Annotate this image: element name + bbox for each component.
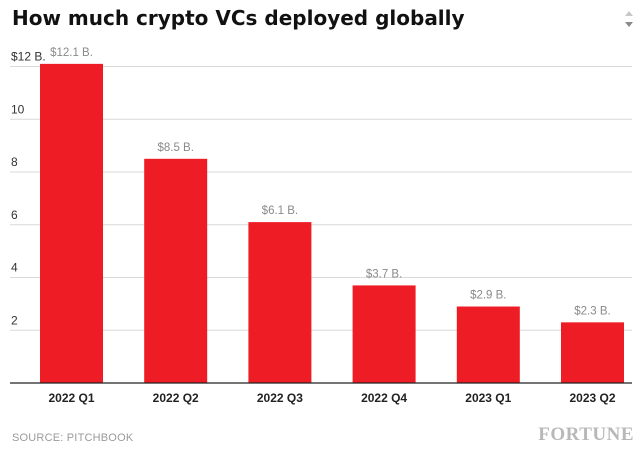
data-label: $6.1 B. [262,205,298,217]
source-note: SOURCE: PITCHBOOK [12,432,134,444]
x-tick-label: 2023 Q1 [465,391,511,405]
data-label: $12.1 B. [50,47,93,59]
x-tick-label: 2022 Q3 [257,391,303,405]
y-tick-label: 6 [11,208,18,222]
y-tick-label: $12 B. [11,50,46,64]
x-tick-label: 2023 Q2 [569,391,615,405]
data-label: $2.9 B. [470,290,506,302]
y-tick-label: 10 [11,102,25,116]
fortune-logo: FORTUNE [538,424,634,445]
bar [561,322,624,383]
y-tick-label: 2 [11,313,18,327]
bar [456,306,520,383]
data-label: $8.5 B. [157,142,193,154]
bar [144,158,208,383]
data-label: $3.7 B. [366,268,402,280]
y-tick-label: 4 [11,261,18,275]
bar [40,63,103,384]
bar [248,222,312,383]
bar [352,285,416,383]
data-label: $2.3 B. [574,305,610,317]
x-tick-label: 2022 Q4 [361,391,407,405]
chart-title: How much crypto VCs deployed globally [12,6,465,30]
y-tick-label: 8 [11,155,18,169]
x-tick-label: 2022 Q1 [48,391,94,405]
x-tick-label: 2022 Q2 [153,391,199,405]
scroll-arrows-icon[interactable] [622,6,636,32]
